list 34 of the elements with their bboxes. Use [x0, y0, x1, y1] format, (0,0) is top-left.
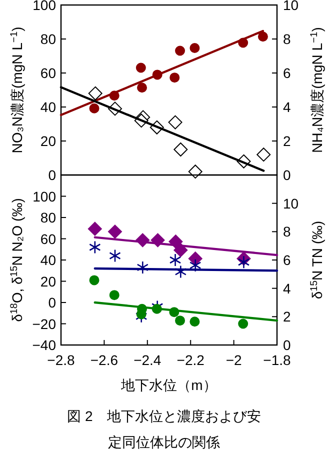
x-axis-title: 地下水位（m）	[120, 377, 217, 393]
y2-tick-label: 4	[283, 280, 291, 296]
y2-tick-label: 2	[283, 308, 291, 325]
x-tick-label: −2.2	[176, 352, 205, 368]
y2-tick-label: 6	[283, 65, 291, 81]
y-tick-label: −40	[32, 337, 56, 353]
y2-tick-label: 10	[283, 0, 299, 13]
y-tick-label: 20	[40, 273, 56, 290]
x-tick-label: −2.6	[90, 352, 118, 368]
y-tick-label: 60	[40, 230, 56, 247]
y-tick-label: −20	[32, 316, 56, 332]
x-tick-label: −2.8	[47, 352, 76, 368]
y2-tick-label: 8	[283, 31, 291, 47]
y-tick-label: 20	[40, 133, 56, 149]
y-tick-label: 40	[40, 252, 56, 268]
y-tick-label: 0	[48, 167, 56, 183]
y-tick-label: 100	[32, 0, 56, 13]
x-tick-label: −2.4	[134, 352, 162, 368]
x-tick-label: −1.8	[263, 352, 292, 368]
y2-tick-label: 6	[283, 252, 291, 268]
y-tick-label: 100	[32, 188, 56, 204]
x-tick-label: −2	[226, 352, 242, 368]
y-tick-label: 40	[40, 99, 56, 115]
y2-tick-label: 8	[283, 224, 291, 240]
caption: 図 2 地下水位と濃度および安定同位体比の関係	[67, 408, 261, 450]
y2-tick-label: 4	[283, 99, 291, 115]
y2-tick-label: 0	[283, 337, 291, 353]
y-tick-label: 80	[40, 210, 56, 226]
y-tick-label: 80	[40, 31, 56, 47]
y-tick-label: 0	[48, 294, 56, 310]
y2-tick-label: 2	[283, 133, 291, 149]
y2-tick-label: 0	[283, 167, 291, 183]
y-tick-label: 60	[40, 65, 56, 81]
y2-tick-label: 10	[283, 195, 299, 212]
